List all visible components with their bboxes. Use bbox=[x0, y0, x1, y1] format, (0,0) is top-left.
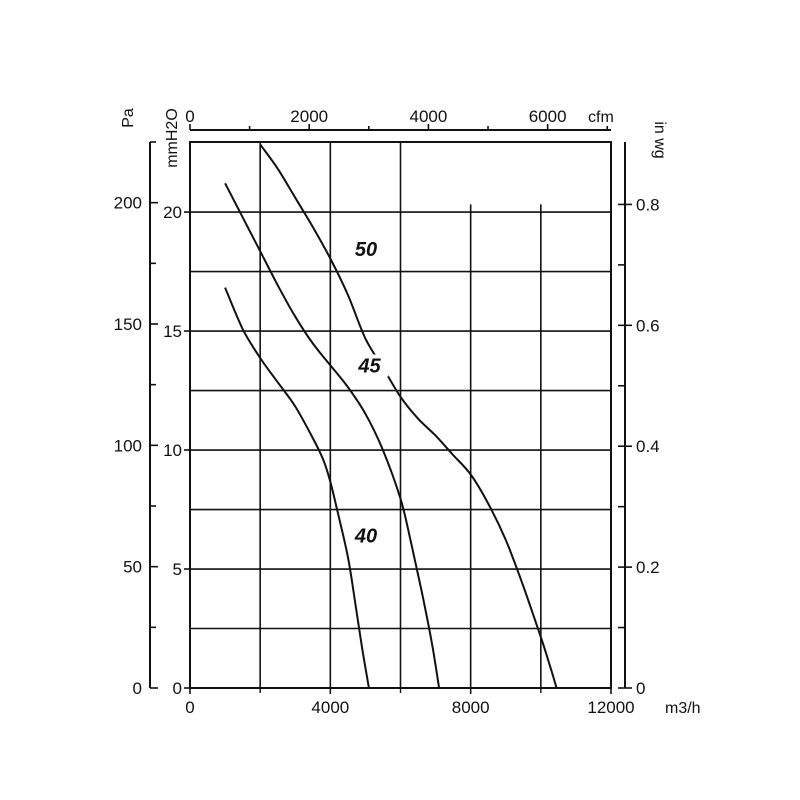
m3h-tick-label: 12000 bbox=[587, 698, 634, 717]
m3h-tick-label: 0 bbox=[185, 698, 194, 717]
curve-label-45: 45 bbox=[357, 356, 381, 378]
cfm-tick-label: 6000 bbox=[529, 107, 567, 126]
in-wg-tick-label: 0 bbox=[636, 679, 645, 698]
in-wg-tick-label: 0.2 bbox=[636, 558, 660, 577]
cfm-tick-label: 4000 bbox=[410, 107, 448, 126]
m3h-tick-label: 4000 bbox=[311, 698, 349, 717]
m3h-tick-label: 8000 bbox=[452, 698, 490, 717]
curve-label-bg-45 bbox=[356, 354, 389, 377]
pa-tick-label: 200 bbox=[114, 194, 142, 213]
curve-label-bg-40 bbox=[352, 524, 385, 547]
cfm-tick-label: 2000 bbox=[290, 107, 328, 126]
curve-label-40: 40 bbox=[354, 525, 377, 547]
curve-40 bbox=[224, 287, 370, 689]
pa-tick-label: 0 bbox=[133, 679, 142, 698]
in-wg-tick-label: 0.4 bbox=[636, 437, 660, 456]
curve-label-50: 50 bbox=[355, 239, 377, 261]
y-axis-unit-pa: Pa bbox=[120, 108, 137, 128]
mmh2o-tick-label: 5 bbox=[173, 560, 182, 579]
pa-tick-label: 50 bbox=[123, 558, 142, 577]
mmh2o-tick-label: 15 bbox=[163, 322, 182, 341]
pa-tick-label: 100 bbox=[114, 436, 142, 455]
pa-tick-label: 150 bbox=[114, 315, 142, 334]
curve-45 bbox=[224, 182, 441, 689]
grid bbox=[190, 142, 611, 688]
x-axis-unit-m3h: m3/h bbox=[665, 700, 701, 717]
y-axis-unit-mmh2o: mmH2O bbox=[164, 108, 181, 168]
mmh2o-tick-label: 0 bbox=[173, 679, 182, 698]
series-group bbox=[224, 143, 558, 689]
curve-50 bbox=[259, 143, 558, 689]
y-axis-unit-in-wg: in wg bbox=[651, 121, 668, 158]
mmh2o-tick-label: 20 bbox=[163, 203, 182, 222]
in-wg-tick-label: 0.8 bbox=[636, 195, 660, 214]
mmh2o-tick-label: 10 bbox=[163, 441, 182, 460]
in-wg-tick-label: 0.6 bbox=[636, 316, 660, 335]
axes bbox=[149, 129, 626, 689]
cfm-tick-label: 0 bbox=[185, 107, 194, 126]
x-axis-unit-cfm: cfm bbox=[588, 109, 614, 126]
curve-label-bg-50 bbox=[352, 238, 385, 261]
